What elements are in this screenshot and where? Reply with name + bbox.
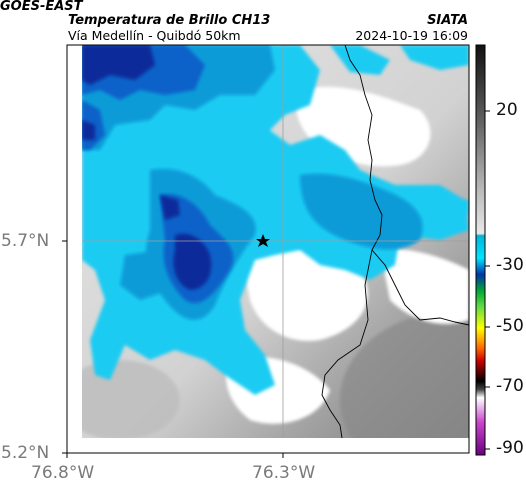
y-tick-label: 5.2°N (1, 443, 50, 463)
colorbar-tick-label: -50 (496, 316, 524, 336)
brightness-temperature-field (82, 45, 469, 438)
x-tick-label: 76.3°W (252, 463, 316, 483)
colorbar-tick-label: 20 (496, 100, 518, 120)
colorbar-tick-label: -90 (496, 438, 524, 458)
axis-ticks (62, 240, 284, 458)
organization-label: SIATA (427, 13, 468, 28)
colorbar-scale (475, 44, 486, 456)
colorbar (475, 44, 490, 456)
x-tick-label: 76.8°W (31, 463, 95, 483)
graticule (82, 45, 469, 438)
timestamp: 2024-10-19 16:09 (355, 28, 468, 43)
political-borders (321, 45, 469, 438)
colorbar-tick-label: -70 (496, 376, 524, 396)
satellite-label: GOES-EAST (0, 0, 83, 14)
y-tick-label: 5.7°N (1, 231, 50, 251)
colorbar-ticks (485, 110, 490, 450)
product-title: Temperatura de Brillo CH13 (68, 13, 271, 28)
region-subtitle: Vía Medellín - Quibdó 50km (68, 28, 241, 43)
star-icon (256, 234, 270, 247)
map-frame (66, 44, 470, 454)
colorbar-tick-label: -30 (496, 255, 524, 275)
cloud-deep-layer (82, 45, 212, 290)
